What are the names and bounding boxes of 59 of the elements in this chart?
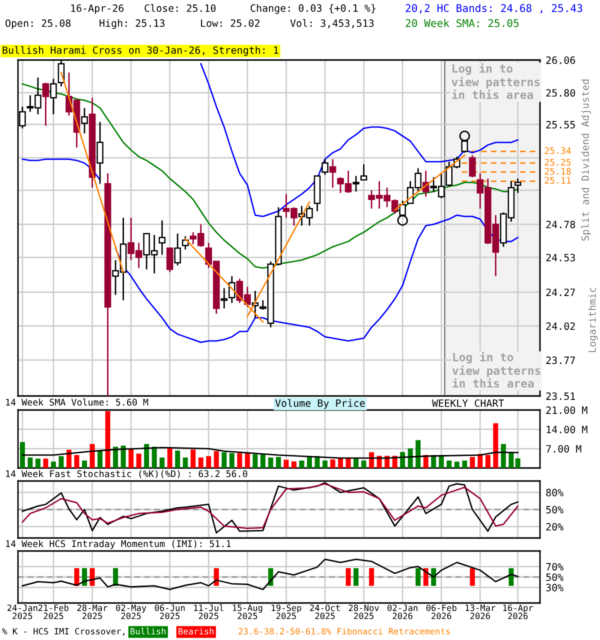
y-tick-label: 20% <box>546 523 564 531</box>
text: Bearish <box>178 628 214 635</box>
y-tick-label: 26.06 <box>546 56 576 64</box>
text: Open: 25.08 <box>6 19 71 29</box>
x-tick-label: 24-Oct 2025 <box>310 604 340 620</box>
y-tick-label: 50% <box>546 573 564 581</box>
x-tick-label: 06-Feb 2026 <box>426 604 456 620</box>
ref-line-label: 25.11 <box>544 176 571 184</box>
text: Close: 25.10 <box>144 4 216 12</box>
text: Bullish Harami Cross on 30-Jan-26, Strength: 1 <box>2 46 278 56</box>
y-tick-label: 23.77 <box>546 356 575 364</box>
ref-line-label: 25.25 <box>544 158 571 166</box>
chart-title: 14 Week Fast Stochastic (%K)(%D) : 63.2 56.0 <box>6 470 248 478</box>
x-tick-label: 06-Jun 2025 <box>154 604 185 620</box>
text: Bullish <box>130 628 166 635</box>
text: 23.6-38.2-50-61.8% Fibonacci Retracements <box>238 628 450 635</box>
y-tick-label: 80% <box>546 488 564 496</box>
y-tick-label: 24.78 <box>546 220 576 228</box>
x-tick-label: 21-Feb 2025 <box>38 604 69 620</box>
y-tick-label: 7.00 M <box>546 445 582 453</box>
text: Low: 25.02 <box>201 19 260 27</box>
text: Logarithmic <box>588 288 598 352</box>
x-tick-label: 13-Mar 2026 <box>466 604 496 620</box>
text: 20 Week SMA: 25.05 <box>406 18 519 28</box>
x-tick-label: 24-Jan 2025 <box>8 604 38 620</box>
text: Change: 0.03 {+0.1 %} <box>250 4 376 14</box>
annotation: Log in to view patterns in this area <box>452 352 540 388</box>
chart-title: 14 Week SMA Volume: 5.60 M <box>6 398 148 406</box>
x-tick-label: 11-Jul 2025 <box>194 604 224 620</box>
x-tick-label: 02-May 2025 <box>116 604 146 620</box>
ref-line-label: 25.18 <box>544 168 571 175</box>
text: WEEKLY CHART <box>432 399 504 407</box>
x-tick-label: 19-Sep 2025 <box>272 604 302 620</box>
y-tick-label: 30% <box>546 584 564 592</box>
x-tick-label: 16-Apr 2026 <box>503 604 534 620</box>
y-tick-label: 25.55 <box>546 120 575 128</box>
text: High: 25.13 <box>100 19 164 29</box>
y-tick-label: 50% <box>546 506 564 514</box>
y-tick-label: 21.00 M <box>546 406 588 414</box>
y-tick-label: 23.51 <box>546 392 575 400</box>
text: Vol: 3,453,513 <box>290 19 374 28</box>
y-tick-label: 24.53 <box>546 254 575 262</box>
y-tick-label: 25.80 <box>546 89 576 97</box>
ref-line-label: 25.34 <box>544 147 571 154</box>
x-tick-label: 15-Aug 2025 <box>232 604 262 620</box>
y-axis-title: Split and Dividend Adjusted <box>581 80 591 241</box>
legend-title: % K - HCS IMI Crossover, <box>2 628 124 636</box>
text: Volume By Price <box>275 399 365 409</box>
y-tick-label: 24.27 <box>546 288 575 296</box>
text: 20,2 HC Bands: 24.68 , 25.43 <box>406 4 582 14</box>
x-tick-label: 28-Mar 2025 <box>77 604 108 620</box>
text: 16-Apr-26 <box>71 4 124 14</box>
y-tick-label: 14.00 M <box>546 426 588 434</box>
y-tick-label: 70% <box>546 563 564 571</box>
y-tick-label: 24.02 <box>546 322 575 330</box>
x-tick-label: 02-Jan 2026 <box>388 604 418 620</box>
band-label: Log in to view patterns in this area <box>452 63 540 99</box>
chart-title: 14 Week HCS Intraday Momentum (IMI): 51.1 <box>6 540 231 549</box>
x-tick-label: 28-Nov 2025 <box>348 604 379 620</box>
